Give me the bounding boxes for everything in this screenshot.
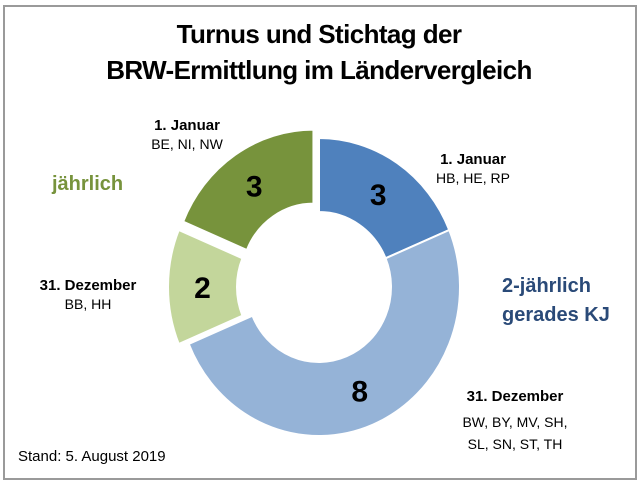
- donut-slice: [187, 228, 461, 437]
- label-date: 1. Januar: [440, 151, 506, 168]
- label-states: HB, HE, RP: [436, 170, 510, 186]
- group-label-annual: jährlich: [52, 173, 124, 195]
- slice-value-label: 8: [351, 375, 368, 408]
- label-date: 31. Dezember: [39, 277, 137, 294]
- group-label-biennial-line-1: 2-jährlich: [502, 275, 591, 297]
- chart-title-line-1: Turnus und Stichtag der: [176, 19, 462, 49]
- label-blue-top: 1. Januar HB, HE, RP: [418, 150, 528, 188]
- label-green-left: 31. Dezember BB, HH: [28, 276, 148, 314]
- donut-slice: [318, 136, 451, 260]
- label-date: 1. Januar: [154, 117, 220, 134]
- group-label-biennial-line-2: gerades KJ: [502, 304, 610, 326]
- label-states-line-2: SL, SN, ST, TH: [467, 436, 563, 452]
- label-states: BB, HH: [64, 296, 112, 312]
- stand-date: Stand: 5. August 2019: [18, 448, 166, 465]
- chart-title: Turnus und Stichtag der BRW-Ermittlung i…: [0, 16, 638, 88]
- slice-value-label: 3: [370, 179, 387, 212]
- label-states-line-1: BW, BY, MV, SH,: [462, 414, 568, 430]
- label-date: 31. Dezember: [466, 388, 564, 405]
- label-states: BE, NI, NW: [151, 136, 223, 152]
- label-blue-bottom: 31. Dezember BW, BY, MV, SH, SL, SN, ST,…: [440, 386, 590, 455]
- label-green-top: 1. Januar BE, NI, NW: [132, 116, 242, 154]
- chart-title-line-2: BRW-Ermittlung im Ländervergleich: [106, 55, 532, 85]
- group-label-biennial: 2-jährlich gerades KJ: [502, 272, 610, 330]
- donut-slice: [181, 128, 315, 252]
- slice-value-label: 3: [246, 171, 263, 204]
- slice-value-label: 2: [194, 272, 211, 305]
- donut-slice: [167, 228, 244, 346]
